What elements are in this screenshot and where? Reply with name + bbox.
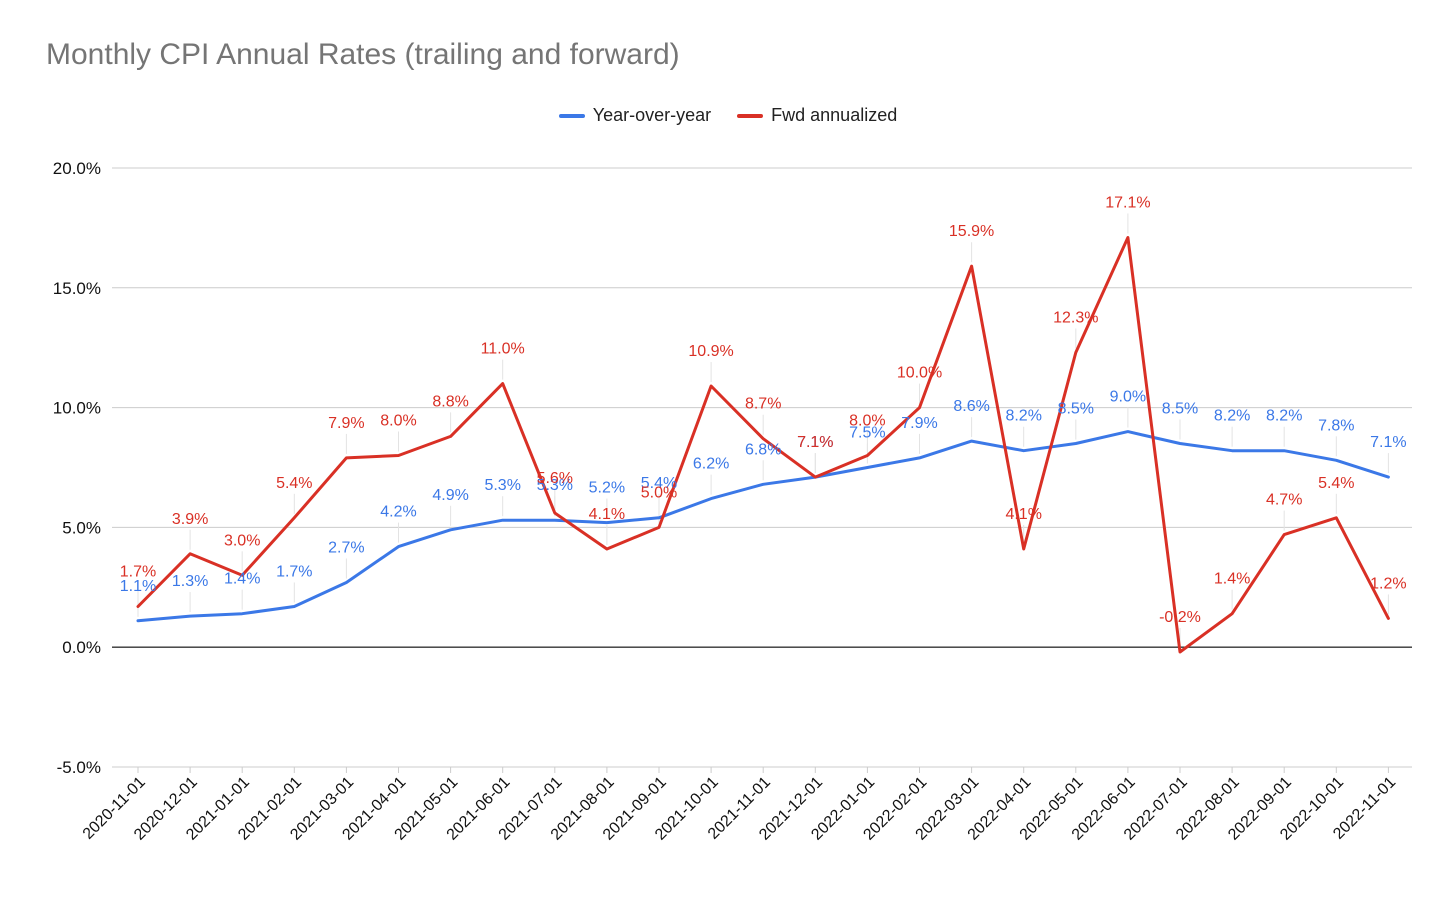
data-label-fwd: 8.0% — [380, 413, 416, 430]
data-label-fwd: 4.1% — [589, 506, 625, 523]
data-label-fwd: 1.4% — [1214, 571, 1250, 588]
data-label-yoy: 4.2% — [380, 504, 416, 521]
data-label-yoy: 6.2% — [693, 456, 729, 473]
data-label-fwd: 17.1% — [1105, 194, 1150, 211]
data-label-fwd: 5.6% — [537, 470, 573, 487]
y-tick-label: 0.0% — [62, 638, 101, 657]
data-label-yoy: 2.7% — [328, 540, 364, 557]
data-label-fwd: 10.0% — [897, 365, 942, 382]
data-label-fwd: 7.9% — [328, 415, 364, 432]
y-tick-label: -5.0% — [57, 758, 101, 777]
data-label-fwd: 5.0% — [641, 484, 677, 501]
y-tick-label: 10.0% — [53, 399, 101, 418]
data-label-yoy: 7.1% — [797, 434, 833, 451]
data-label-yoy: 8.2% — [1005, 408, 1041, 425]
data-label-fwd: 3.0% — [224, 532, 260, 549]
data-label-yoy: 1.1% — [120, 578, 156, 595]
data-label-yoy: 6.8% — [745, 441, 781, 458]
data-label-fwd: 1.2% — [1370, 575, 1406, 592]
legend-item-fwd: Fwd annualized — [737, 105, 897, 126]
data-label-fwd: 4.7% — [1266, 492, 1302, 509]
data-label-yoy: 7.1% — [1370, 434, 1406, 451]
data-label-yoy: 5.3% — [484, 477, 520, 494]
data-label-fwd: 4.1% — [1005, 506, 1041, 523]
legend-label-yoy: Year-over-year — [592, 105, 712, 125]
data-label-fwd: 5.4% — [276, 475, 312, 492]
data-label-fwd: 3.9% — [172, 511, 208, 528]
data-label-yoy: 8.5% — [1058, 401, 1094, 418]
data-label-fwd: 12.3% — [1053, 309, 1098, 326]
data-label-fwd: 10.9% — [688, 343, 733, 360]
data-label-yoy: 8.2% — [1214, 408, 1250, 425]
data-label-yoy: 8.6% — [953, 398, 989, 415]
data-label-fwd: 5.4% — [1318, 475, 1354, 492]
data-label-yoy: 5.2% — [589, 480, 625, 497]
data-label-fwd: 15.9% — [949, 223, 994, 240]
data-label-yoy: 5.4% — [641, 475, 677, 492]
legend-item-yoy: Year-over-year — [558, 105, 712, 126]
data-label-yoy: 4.9% — [432, 487, 468, 504]
data-label-yoy: 9.0% — [1110, 389, 1146, 406]
data-label-fwd: 8.0% — [849, 413, 885, 430]
y-tick-label: 15.0% — [53, 279, 101, 298]
data-label-yoy: 1.7% — [276, 563, 312, 580]
chart-title: Monthly CPI Annual Rates (trailing and f… — [46, 38, 680, 71]
data-label-yoy: 7.8% — [1318, 417, 1354, 434]
chart-legend: Year-over-year Fwd annualized — [0, 105, 1456, 126]
y-tick-label: 5.0% — [62, 518, 101, 537]
data-label-yoy: 5.3% — [537, 477, 573, 494]
data-label-fwd: 8.8% — [432, 393, 468, 410]
data-label-fwd: 11.0% — [481, 341, 525, 358]
y-tick-label: 20.0% — [53, 159, 101, 178]
data-label-yoy: 1.4% — [224, 571, 260, 588]
data-label-yoy: 7.5% — [849, 425, 885, 442]
legend-swatch-yoy — [558, 113, 585, 118]
data-label-fwd: 8.7% — [745, 396, 781, 413]
series-line-yoy — [136, 430, 1390, 623]
data-label-yoy: 7.9% — [901, 415, 937, 432]
data-label-yoy: 8.2% — [1266, 408, 1302, 425]
data-label-yoy: 1.3% — [172, 573, 208, 590]
data-label-fwd: -0.2% — [1159, 609, 1201, 626]
legend-label-fwd: Fwd annualized — [771, 105, 898, 125]
data-label-yoy: 8.5% — [1162, 401, 1198, 418]
data-label-fwd: 1.7% — [120, 563, 156, 580]
series-line-fwd — [136, 236, 1390, 654]
legend-swatch-fwd — [737, 113, 764, 118]
data-label-fwd: 7.1% — [797, 434, 833, 451]
